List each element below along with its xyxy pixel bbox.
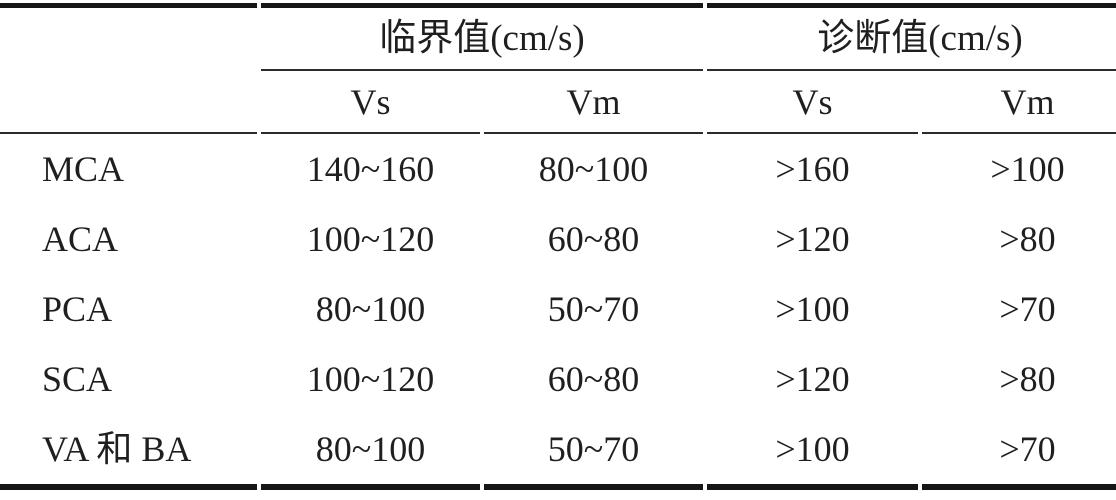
value-cell: >160 xyxy=(775,149,850,189)
value-cell: 50~70 xyxy=(484,414,703,490)
table-row: PCA 80~100 50~70 >100 >70 xyxy=(0,274,1116,344)
sub-header-diagnostic-vm: Vm xyxy=(922,71,1116,134)
value-cell: >120 xyxy=(775,219,850,259)
sub-header-row: Vs Vm Vs Vm xyxy=(0,71,1116,134)
artery-velocity-table: 临界值(cm/s) 诊断值(cm/s) Vs Vm Vs Vm MCA 140~1… xyxy=(0,3,1116,490)
row-label-artery: VA 和 BA xyxy=(0,414,257,490)
value-cell: 100~120 xyxy=(306,359,435,399)
value-cell: 50~70 xyxy=(547,289,640,329)
group-header-critical-value: 临界值(cm/s) xyxy=(261,3,703,71)
group-header-diagnostic-value: 诊断值(cm/s) xyxy=(707,3,1116,71)
value-cell: >100 xyxy=(707,414,918,490)
table-row: VA 和 BA 80~100 50~70 >100 >70 xyxy=(0,414,1116,490)
value-cell: 100~120 xyxy=(306,219,435,259)
row-label-artery: SCA xyxy=(42,359,113,399)
value-cell: 60~80 xyxy=(547,359,640,399)
value-cell: >80 xyxy=(999,359,1056,399)
value-cell: >80 xyxy=(999,219,1056,259)
value-cell: >70 xyxy=(922,414,1116,490)
value-cell: >70 xyxy=(999,289,1056,329)
table-row: ACA 100~120 60~80 >120 >80 xyxy=(0,204,1116,274)
row-label-artery: MCA xyxy=(42,149,125,189)
value-cell: 80~100 xyxy=(315,289,426,329)
table-row: MCA 140~160 80~100 >160 >100 xyxy=(0,134,1116,204)
value-cell: 140~160 xyxy=(306,149,435,189)
sub-header-diagnostic-vs: Vs xyxy=(707,71,918,134)
row-label-artery: PCA xyxy=(42,289,113,329)
corner-empty-cell xyxy=(0,3,257,71)
table-body: MCA 140~160 80~100 >160 >100 ACA 100~120 60~80 >… xyxy=(0,134,1116,490)
table-row: SCA 100~120 60~80 >120 >80 xyxy=(0,344,1116,414)
value-cell: >120 xyxy=(775,359,850,399)
group-header-row: 临界值(cm/s) 诊断值(cm/s) xyxy=(0,3,1116,71)
sub-header-critical-vs: Vs xyxy=(261,71,480,134)
value-cell: 60~80 xyxy=(547,219,640,259)
sub-header-empty-cell xyxy=(0,71,257,134)
value-cell: >100 xyxy=(990,149,1065,189)
value-cell: 80~100 xyxy=(538,149,649,189)
value-cell: 80~100 xyxy=(261,414,480,490)
sub-header-critical-vm: Vm xyxy=(484,71,703,134)
value-cell: >100 xyxy=(775,289,850,329)
row-label-artery: ACA xyxy=(42,219,119,259)
